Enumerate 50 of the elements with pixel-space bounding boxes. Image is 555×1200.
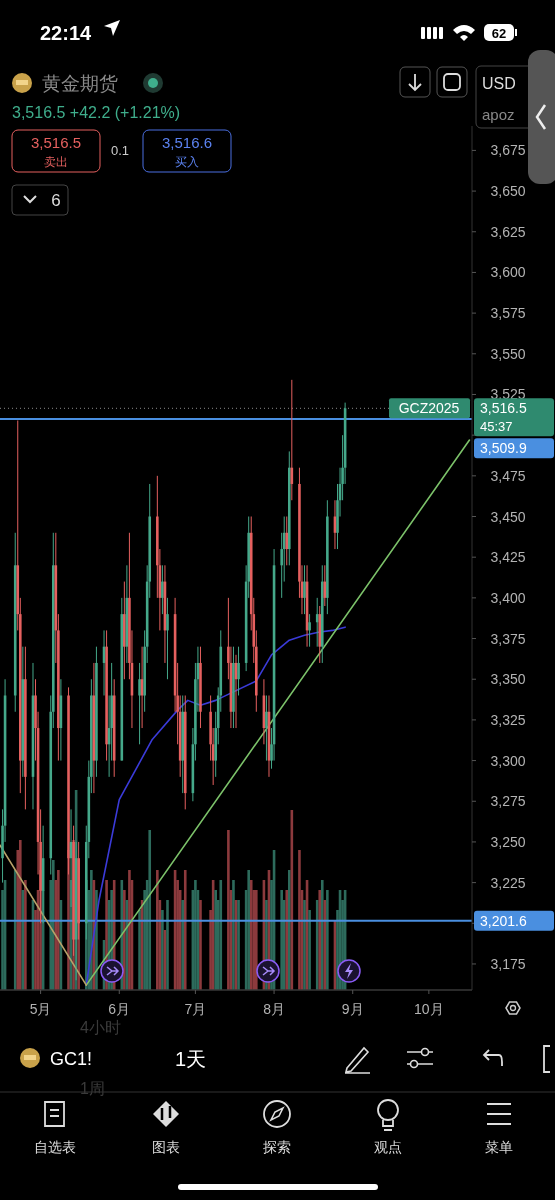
text: GC1!	[50, 1049, 93, 1069]
text: 62	[491, 26, 507, 41]
x-tick-label: 9月	[341, 1001, 364, 1017]
annotation: 6	[51, 191, 61, 210]
y-tick-label: 3,400	[490, 589, 526, 606]
y-tick-label: 3,225	[490, 874, 526, 891]
y-tick-label: 3,425	[490, 549, 526, 566]
y-tick-label: 3,375	[490, 630, 526, 647]
y-tick-label: 3,675	[490, 142, 526, 159]
text: 4小时	[80, 1019, 121, 1036]
y-tick-label: 3,600	[490, 264, 526, 281]
y-tick-label: 3,275	[490, 793, 526, 810]
y-tick-label: 3,175	[490, 955, 526, 972]
x-tick-label: 6月	[108, 1001, 131, 1017]
x-tick-label: 5月	[29, 1001, 52, 1017]
y-tick-label: 3,325	[490, 711, 526, 728]
annotation: 3,516.6	[161, 134, 213, 151]
y-tick-label: 3,575	[490, 305, 526, 322]
annotation: 0.1	[110, 143, 130, 158]
y-tick-label: 3,450	[490, 508, 526, 525]
text: 45:37	[480, 419, 513, 435]
text: 探索	[263, 1139, 291, 1155]
y-tick-label: 3,650	[490, 183, 526, 200]
x-tick-label: 8月	[263, 1001, 285, 1017]
y-tick-label: 3,625	[490, 223, 526, 240]
chart-title: 黄金期货	[42, 73, 118, 94]
text: 22:14	[40, 22, 93, 44]
ref-line-label: 3,516.5	[480, 400, 527, 417]
text: 图表	[152, 1139, 180, 1155]
ref-line-label: 3,509.9	[480, 440, 527, 457]
chart-subtitle: 3,516.5 +42.2 (+1.21%)	[12, 104, 181, 121]
annotation: GCZ2025	[398, 400, 460, 417]
y-tick-label: 3,550	[490, 345, 526, 362]
y-tick-label: 3,250	[490, 833, 526, 850]
y-tick-label: 3,475	[490, 467, 526, 484]
y-tick-label: 3,350	[490, 671, 526, 688]
text: apoz	[482, 106, 515, 123]
text: 菜单	[485, 1139, 513, 1155]
x-tick-label: 7月	[184, 1001, 207, 1017]
annotation: 卖出	[44, 155, 68, 169]
text: 观点	[374, 1139, 402, 1155]
ref-line-label: 3,201.6	[480, 912, 527, 929]
text: 1天	[175, 1048, 207, 1070]
annotation: 买入	[175, 155, 199, 169]
annotation: 3,516.5	[30, 134, 82, 151]
x-tick-label: 10月	[414, 1001, 444, 1017]
text: 自选表	[34, 1139, 76, 1155]
text: USD	[482, 75, 516, 92]
text: 1周	[80, 1080, 105, 1097]
y-tick-label: 3,300	[490, 752, 526, 769]
